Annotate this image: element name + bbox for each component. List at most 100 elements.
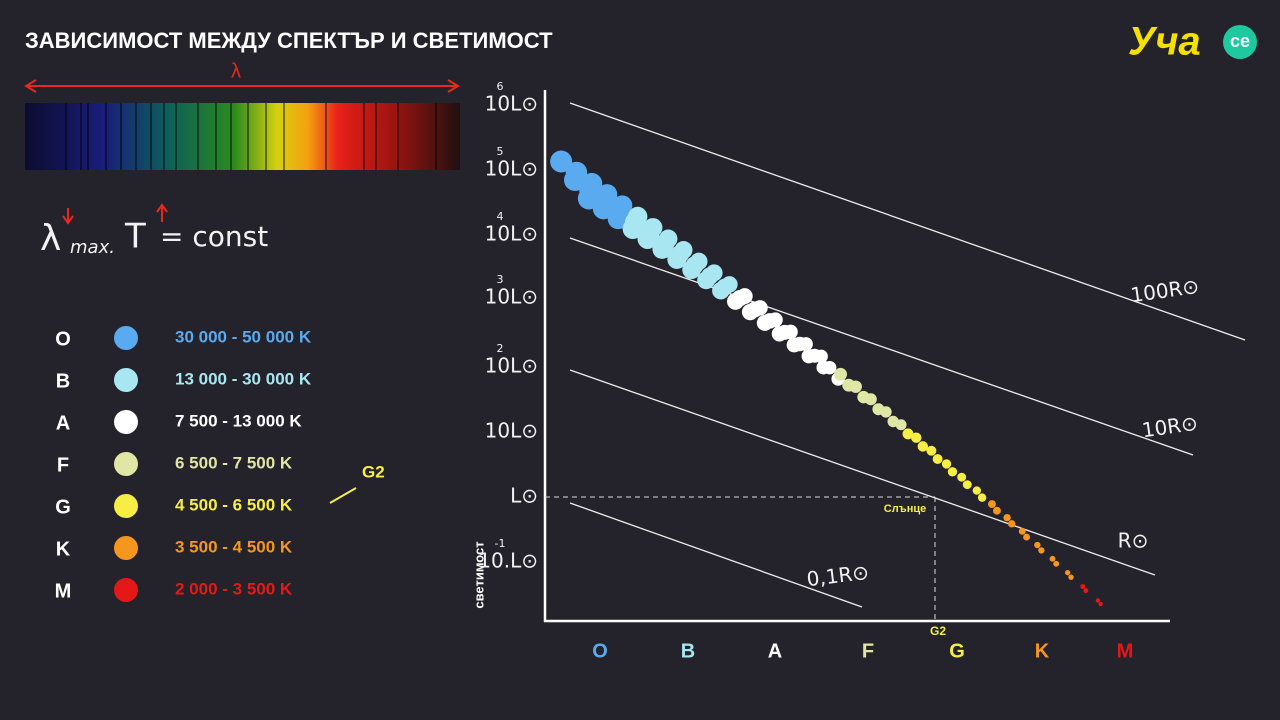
star-dot	[849, 380, 862, 393]
absorption-line	[230, 103, 232, 170]
formula-lambda: λ	[40, 218, 61, 259]
x-class-label: O	[592, 640, 608, 662]
star-dot	[926, 445, 937, 456]
class-letter: G	[55, 496, 71, 518]
y-label-exp: 2	[497, 342, 504, 355]
x-class-label: M	[1117, 640, 1134, 662]
star-dot	[550, 150, 573, 173]
absorption-lines	[65, 103, 437, 170]
star-dot	[643, 218, 663, 238]
class-letter: M	[55, 580, 72, 602]
y-label: 10L⊙	[485, 157, 538, 181]
star-dot	[658, 229, 678, 248]
class-swatch	[114, 536, 138, 560]
absorption-line	[65, 103, 67, 170]
star-dot	[962, 480, 972, 490]
class-swatch	[114, 368, 138, 392]
absorption-line	[80, 103, 82, 170]
star-dot	[721, 276, 738, 293]
star-dot	[705, 264, 723, 282]
y-label-exp: -1	[495, 537, 506, 550]
class-letter: B	[56, 370, 70, 392]
class-range: 2 000 - 3 500 K	[175, 579, 293, 598]
logo-badge: ce	[1230, 31, 1250, 51]
class-range: 6 500 - 7 500 K	[175, 453, 293, 472]
star-dot	[917, 441, 929, 452]
class-swatch	[114, 326, 138, 350]
logo: Уча	[1128, 20, 1201, 64]
title: ЗАВИСИМОСТ МЕЖДУ СПЕКТЪР И СВЕТИМОСТ	[25, 28, 553, 53]
star-dot	[783, 324, 798, 340]
logo-badge-bg	[1223, 25, 1257, 59]
absorption-line	[120, 103, 122, 170]
star-dot	[864, 393, 877, 406]
class-letter: K	[56, 538, 71, 560]
absorption-line	[247, 103, 249, 170]
star-dot	[1049, 555, 1056, 562]
radius-line	[569, 237, 1194, 456]
absorption-line	[163, 103, 165, 170]
x-class-label: F	[862, 640, 874, 662]
radius-label: R⊙	[1118, 529, 1149, 553]
y-label-exp: 5	[497, 145, 504, 158]
absorption-line	[150, 103, 152, 170]
y-label: 10.L⊙	[478, 549, 538, 573]
formula-t: T	[124, 217, 146, 257]
star-dot	[834, 367, 848, 381]
y-label: 10L⊙	[485, 222, 538, 246]
star-dot	[1008, 520, 1016, 528]
x-class-label: G	[949, 640, 965, 662]
absorption-line	[325, 103, 327, 170]
g2-pointer	[329, 487, 357, 504]
class-range: 3 500 - 4 500 K	[175, 537, 293, 556]
absorption-line	[363, 103, 365, 170]
formula-rest: = const	[160, 220, 268, 253]
x-class-label: B	[681, 640, 695, 662]
formula-sub: max.	[70, 237, 115, 258]
star-dot	[1003, 513, 1011, 522]
class-list: O 30 000 - 50 000 K B 13 000 - 30 000 K A 7 5…	[55, 326, 312, 602]
y-label: 10L⊙	[485, 354, 538, 378]
class-swatch	[114, 452, 138, 476]
y-label: 10L⊙	[485, 285, 538, 309]
star-dot	[1053, 560, 1060, 567]
stars	[550, 150, 1103, 607]
class-range: 4 500 - 6 500 K	[175, 495, 293, 514]
star-dot	[977, 493, 987, 502]
star-dot	[798, 337, 813, 352]
y-label: 10L⊙	[485, 92, 538, 116]
star-dot	[1038, 547, 1045, 554]
star-dot	[565, 161, 588, 184]
y-label: L⊙	[510, 484, 538, 508]
class-range: 30 000 - 50 000 K	[175, 327, 312, 346]
absorption-line	[397, 103, 399, 170]
star-dot	[1064, 569, 1071, 576]
y-label: 10L⊙	[485, 419, 538, 443]
radius-line	[569, 102, 1246, 341]
absorption-line	[283, 103, 285, 170]
star-dot	[895, 419, 907, 431]
absorption-line	[265, 103, 267, 170]
y-label-exp: 4	[497, 210, 504, 223]
x-class-label: K	[1035, 640, 1050, 662]
star-dot	[902, 428, 914, 440]
star-dot	[752, 300, 768, 316]
y-label-exp: 3	[497, 273, 504, 286]
star-dot	[972, 486, 982, 495]
star-dot	[814, 349, 828, 364]
star-dot	[690, 252, 708, 271]
formula-arrows	[62, 203, 168, 225]
absorption-line	[135, 103, 137, 170]
absorption-line	[375, 103, 377, 170]
star-dot	[1083, 588, 1089, 594]
absorption-line	[435, 103, 437, 170]
star-dot	[822, 360, 837, 375]
absorption-line	[105, 103, 107, 170]
star-dot	[947, 467, 958, 477]
arrow-heads	[24, 79, 460, 93]
class-letter: A	[56, 412, 70, 434]
class-range: 7 500 - 13 000 K	[175, 411, 302, 430]
star-dot	[932, 454, 943, 464]
star-dot	[1034, 541, 1041, 549]
